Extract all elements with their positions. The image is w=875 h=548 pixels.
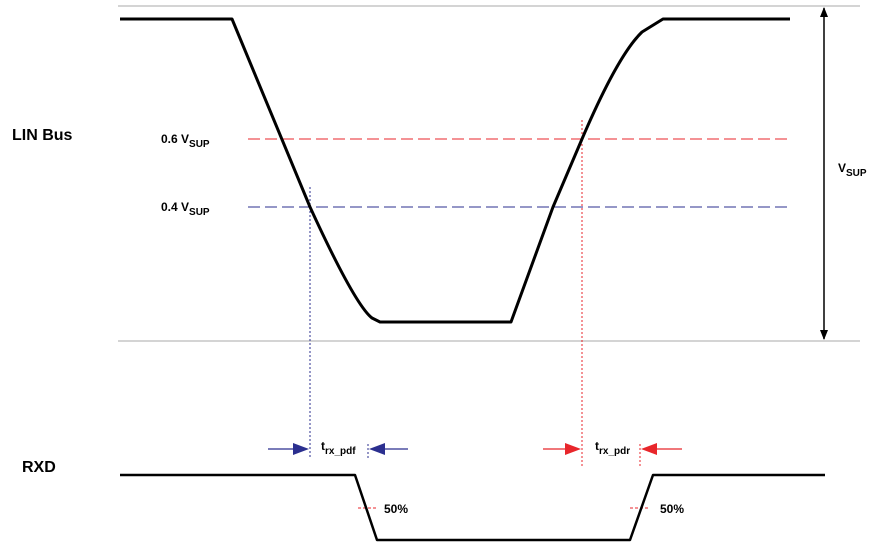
- threshold-high-label: 0.6 VSUP: [161, 132, 210, 150]
- threshold-low-prefix: 0.4 V: [161, 200, 189, 214]
- fall-delay-right-arrowhead: [369, 443, 385, 455]
- threshold-low-sub: SUP: [189, 207, 210, 218]
- threshold-high-prefix: 0.6 V: [161, 132, 189, 146]
- fall-delay-label: trx_pdf: [321, 439, 356, 457]
- rise-delay-label: trx_pdr: [595, 439, 630, 457]
- rxd-label: RXD: [22, 459, 56, 476]
- vsup-label: VSUP: [838, 161, 867, 179]
- fall-delay-sub: rx_pdf: [325, 446, 356, 457]
- lin-bus-waveform: [120, 17, 790, 324]
- rise-midpoint-label: 50%: [660, 502, 684, 516]
- rxd-waveform: [120, 473, 825, 542]
- rise-delay-main: t: [595, 439, 599, 453]
- fall-midpoint-label: 50%: [384, 502, 408, 516]
- vsup-sub: SUP: [846, 168, 867, 179]
- lin-bus-label: LIN Bus: [12, 127, 73, 144]
- threshold-high-sub: SUP: [189, 139, 210, 150]
- threshold-low-label: 0.4 VSUP: [161, 200, 210, 218]
- fall-delay-left-arrowhead: [293, 443, 309, 455]
- rise-delay-sub: rx_pdr: [599, 446, 630, 457]
- rise-delay-right-arrowhead: [641, 443, 657, 455]
- fall-delay-main: t: [321, 439, 325, 453]
- rise-delay-left-arrowhead: [565, 443, 581, 455]
- vsup-main: V: [838, 161, 846, 175]
